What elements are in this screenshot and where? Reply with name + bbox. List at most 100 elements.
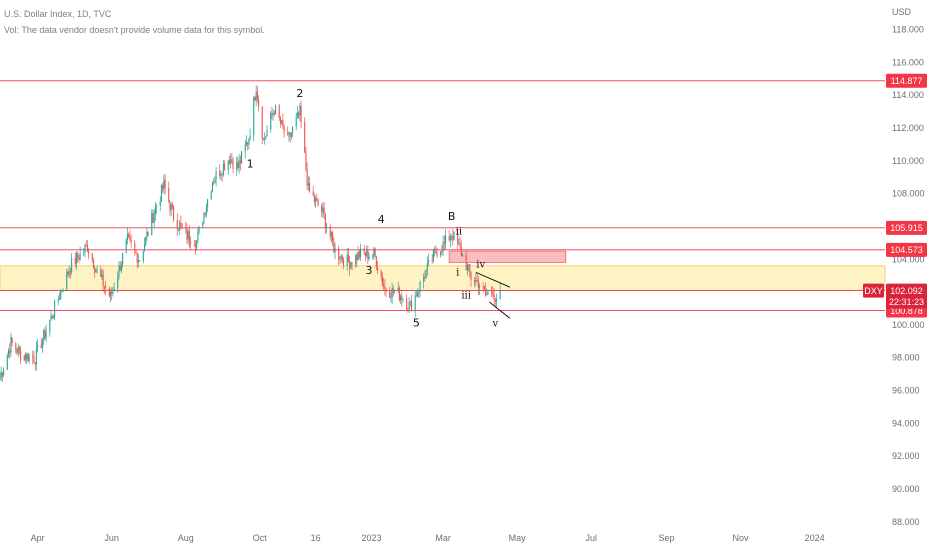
- red-zone: [448, 250, 567, 263]
- candle-body: [468, 264, 470, 266]
- candle-body: [478, 286, 481, 288]
- candle-body: [151, 212, 153, 235]
- candle-body: [391, 288, 393, 298]
- candle-body: [470, 272, 472, 280]
- time-axis[interactable]: Apr Jun Aug Oct 16 2023 Mar May Jul Sep Nov 2024: [31, 533, 825, 543]
- candle-body: [109, 291, 112, 296]
- wave-label: iv: [476, 259, 485, 270]
- wave-label: 2: [296, 87, 303, 100]
- candle-body: [309, 183, 311, 192]
- candle-body: [85, 245, 87, 246]
- candle-body: [0, 377, 1, 379]
- candle-body: [329, 226, 331, 237]
- candle-body: [117, 276, 119, 289]
- candle-body: [440, 251, 442, 256]
- candle-body: [372, 255, 374, 257]
- candle-body: [113, 288, 115, 290]
- candle-body: [146, 231, 148, 237]
- candle-body: [444, 235, 447, 244]
- candle-body: [162, 184, 164, 190]
- candle-body: [26, 353, 28, 360]
- price-tag-label: 100.878: [890, 306, 923, 316]
- wave-label: v: [491, 319, 498, 330]
- candle-body: [375, 257, 377, 269]
- candle-body: [332, 232, 334, 242]
- candle-body: [112, 289, 114, 294]
- candle-body: [334, 248, 336, 253]
- candle-body: [360, 248, 362, 258]
- candle-body: [424, 276, 426, 279]
- candle-body: [290, 132, 292, 137]
- candle-body: [58, 299, 61, 301]
- price-tick-label: 108.000: [892, 189, 925, 199]
- candle-body: [483, 286, 485, 290]
- candle-body: [255, 91, 257, 101]
- candle-body: [50, 315, 52, 321]
- candle-body: [95, 270, 97, 273]
- candle-body: [188, 231, 190, 242]
- candle-body: [204, 213, 206, 216]
- price-tick-label: 96.000: [892, 386, 920, 396]
- candle-body: [366, 249, 368, 256]
- candle-body: [181, 224, 183, 227]
- candle-body: [187, 231, 189, 240]
- candle-body: [258, 99, 260, 107]
- candle-body: [402, 298, 404, 300]
- candle-body: [410, 301, 413, 312]
- candle-body: [135, 249, 137, 254]
- candle-body: [476, 279, 478, 281]
- candle-body: [136, 253, 138, 263]
- countdown-label: 22:31:23: [889, 297, 924, 307]
- candle-body: [134, 242, 136, 250]
- candle-body: [18, 347, 20, 351]
- price-tick-label: 92.000: [892, 451, 920, 461]
- candle-body: [330, 232, 332, 237]
- candle-body: [323, 207, 325, 214]
- candle-body: [390, 297, 392, 299]
- candle-body: [160, 184, 163, 202]
- candle-body: [119, 265, 121, 271]
- candle-body: [253, 97, 255, 136]
- candle-body: [37, 344, 39, 349]
- candle-body: [304, 122, 306, 153]
- candle-body: [154, 207, 156, 214]
- candle-body: [292, 126, 294, 133]
- candle-body: [111, 291, 113, 294]
- candle-body: [102, 274, 104, 287]
- wave-label: B: [448, 210, 456, 223]
- candle-body: [231, 159, 233, 162]
- candle-body: [67, 271, 69, 275]
- candle-body: [419, 281, 421, 292]
- candle-body: [401, 296, 403, 300]
- candle-body: [389, 291, 391, 298]
- candle-body: [244, 144, 246, 152]
- candle-body: [373, 248, 375, 256]
- price-tag: [886, 73, 927, 88]
- candle-body: [338, 248, 340, 260]
- candle-body: [312, 191, 314, 196]
- time-tick-label: 2024: [805, 533, 825, 543]
- candle-body: [355, 254, 357, 265]
- candle-body: [1, 372, 3, 376]
- time-tick-label: 16: [311, 533, 321, 543]
- candle-body: [60, 291, 62, 300]
- candle-body: [261, 106, 263, 139]
- candle-body: [457, 231, 459, 244]
- price-tick-label: 116.000: [892, 57, 924, 67]
- candle-body: [475, 279, 477, 283]
- candle-body: [32, 355, 34, 358]
- candle-body: [349, 262, 351, 269]
- candle-body: [83, 251, 85, 254]
- candle-body: [249, 135, 251, 140]
- candle-body: [237, 162, 239, 169]
- candle-body: [469, 264, 471, 273]
- candle-body: [186, 229, 188, 240]
- candle-body: [41, 340, 44, 349]
- candle-body: [262, 138, 264, 140]
- candle-body: [143, 244, 146, 252]
- candle-body: [129, 236, 131, 240]
- time-tick-label: Jul: [585, 533, 597, 543]
- candle-body: [414, 295, 416, 312]
- candle-body: [185, 226, 187, 230]
